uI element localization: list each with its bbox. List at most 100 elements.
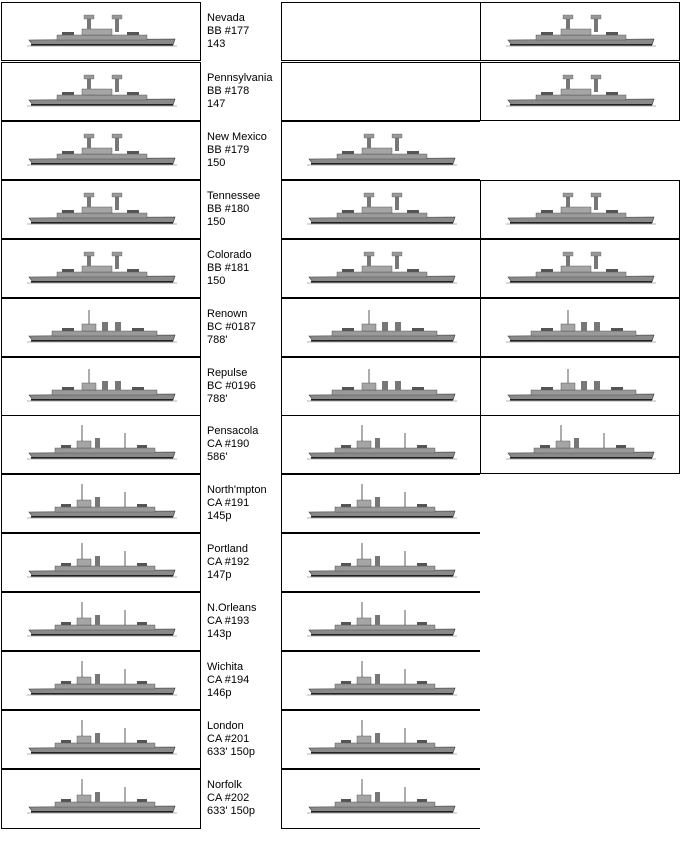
ship-silhouette <box>307 130 457 175</box>
ship-cell-r9-c0 <box>1 533 201 592</box>
hull-number: BB #178 <box>207 85 250 97</box>
ship-cell-r0-c0 <box>1 2 201 61</box>
ship-name: Pennsylvania <box>207 72 273 84</box>
ship-label: Norfolk CA #202 633' 150p <box>207 779 255 818</box>
hull-number: BB #179 <box>207 144 250 156</box>
ship-cell-r0-c1 <box>281 2 481 61</box>
hull-number: CA #202 <box>207 792 250 804</box>
hull-number: BB #181 <box>207 262 250 274</box>
ship-cell-r13-c2 <box>480 769 680 829</box>
ship-cell-r11-c1 <box>281 651 481 710</box>
ship-silhouette <box>27 778 177 823</box>
ship-cell-r4-c0 <box>1 239 201 298</box>
ship-cell-r9-c1 <box>281 533 481 592</box>
hull-number: CA #194 <box>207 674 250 686</box>
ship-cell-r7-c1 <box>281 415 481 474</box>
hull-number: CA #191 <box>207 497 250 509</box>
ship-cell-r7-c0 <box>1 415 201 474</box>
ship-note: 150 <box>207 275 226 287</box>
ship-name: New Mexico <box>207 131 267 143</box>
ship-cell-r0-c2 <box>480 2 680 61</box>
ship-label: Colorado BB #181 150 <box>207 249 252 288</box>
ship-name: Nevada <box>207 12 245 24</box>
ship-note: 633' 150p <box>207 805 255 817</box>
ship-note: 147 <box>207 98 226 110</box>
ship-cell-r1-c2 <box>480 62 680 121</box>
ship-silhouette <box>307 248 457 293</box>
ship-name: Renown <box>207 308 248 320</box>
ship-silhouette <box>27 71 177 116</box>
ship-cell-r6-c2 <box>480 357 680 416</box>
ship-cell-r10-c1 <box>281 592 481 651</box>
ship-silhouette <box>307 542 457 587</box>
ship-cell-r13-c0 <box>1 769 201 829</box>
ship-note: 633' 150p <box>207 746 255 758</box>
hull-number: CA #201 <box>207 733 250 745</box>
ship-cell-r13-c1 <box>281 769 481 829</box>
ship-name: London <box>207 720 244 732</box>
ship-label: Pensacola CA #190 586' <box>207 425 258 464</box>
ship-cell-r6-c0 <box>1 357 201 416</box>
ship-label: Pennsylvania BB #178 147 <box>207 72 272 111</box>
ship-name: North'mpton <box>207 484 267 496</box>
ship-label: N.Orleans CA #193 143p <box>207 602 257 641</box>
ship-silhouette <box>506 307 656 352</box>
ship-silhouette <box>307 660 457 705</box>
hull-number: BC #0196 <box>207 380 256 392</box>
ship-silhouette <box>27 189 177 234</box>
ship-cell-r3-c1 <box>281 180 481 239</box>
ship-silhouette <box>27 601 177 646</box>
ship-name: Colorado <box>207 249 252 261</box>
ship-cell-r8-c0 <box>1 474 201 533</box>
ship-cell-r9-c2 <box>480 533 680 592</box>
ship-silhouette <box>27 660 177 705</box>
ship-name: N.Orleans <box>207 602 257 614</box>
ship-name: Pensacola <box>207 425 259 437</box>
ship-note: 788' <box>207 334 228 346</box>
ship-cell-r6-c1 <box>281 357 481 416</box>
ship-silhouette <box>27 719 177 764</box>
ship-label: Nevada BB #177 143 <box>207 12 249 51</box>
ship-cell-r12-c2 <box>480 710 680 769</box>
ship-cell-r2-c2 <box>480 121 680 180</box>
ship-name: Wichita <box>207 661 244 673</box>
hull-number: BB #180 <box>207 203 250 215</box>
ship-silhouette <box>506 11 656 56</box>
ship-silhouette <box>307 307 457 352</box>
ship-note: 143 <box>207 38 226 50</box>
ship-label: Repulse BC #0196 788' <box>207 367 256 406</box>
ship-label: Renown BC #0187 788' <box>207 308 256 347</box>
ship-cell-r2-c1 <box>281 121 481 180</box>
ship-cell-r11-c0 <box>1 651 201 710</box>
ship-note: 145p <box>207 510 232 522</box>
ship-silhouette <box>307 601 457 646</box>
ship-cell-r5-c0 <box>1 298 201 357</box>
ship-label: North'mpton CA #191 145p <box>207 484 267 523</box>
ship-silhouette <box>506 189 656 234</box>
ship-silhouette <box>307 424 457 469</box>
ship-cell-r3-c0 <box>1 180 201 239</box>
ship-cell-r7-c2 <box>480 415 680 474</box>
ship-note: 146p <box>207 687 232 699</box>
ship-note: 143p <box>207 628 232 640</box>
ship-silhouette <box>27 542 177 587</box>
ship-cell-r1-c0 <box>1 62 201 121</box>
ship-label: Wichita CA #194 146p <box>207 661 249 700</box>
ship-cell-r10-c0 <box>1 592 201 651</box>
ship-name: Tennessee <box>207 190 261 202</box>
hull-number: BC #0187 <box>207 321 256 333</box>
ship-note: 150 <box>207 216 226 228</box>
ship-cell-r1-c1 <box>281 62 481 121</box>
ship-label: New Mexico BB #179 150 <box>207 131 267 170</box>
ship-silhouette <box>27 424 177 469</box>
hull-number: BB #177 <box>207 25 250 37</box>
ship-silhouette <box>27 483 177 528</box>
ship-label: Tennessee BB #180 150 <box>207 190 260 229</box>
ship-cell-r4-c1 <box>281 239 481 298</box>
ship-silhouette <box>27 11 177 56</box>
ship-cell-r8-c1 <box>281 474 481 533</box>
ship-label: London CA #201 633' 150p <box>207 720 255 759</box>
hull-number: CA #190 <box>207 438 250 450</box>
ship-label: Portland CA #192 147p <box>207 543 249 582</box>
ship-silhouette <box>307 778 457 823</box>
